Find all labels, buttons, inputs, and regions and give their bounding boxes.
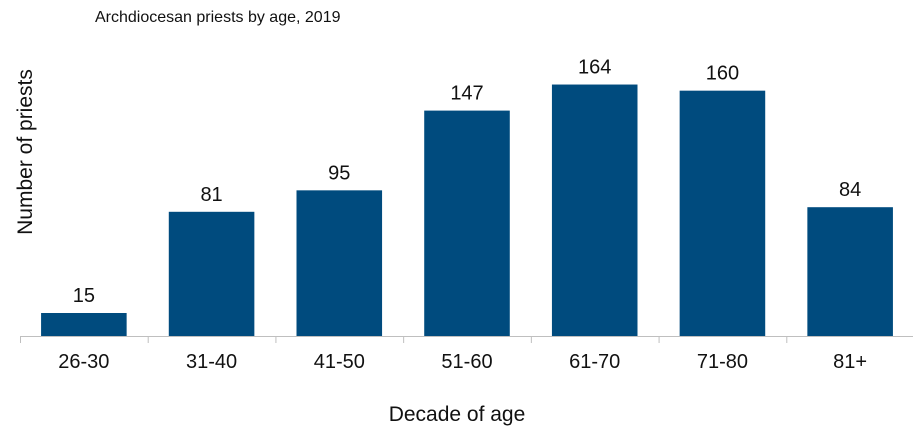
x-tick-label: 26-30 xyxy=(58,351,109,373)
x-tick-label: 41-50 xyxy=(314,351,365,373)
chart-title: Archdiocesan priests by age, 2019 xyxy=(95,9,341,26)
bars-group xyxy=(41,84,893,337)
data-labels-group: 15 81 95 147 164 160 84 xyxy=(73,57,862,307)
bar-41-50 xyxy=(296,190,383,336)
data-label: 147 xyxy=(450,83,483,105)
data-label: 160 xyxy=(706,63,739,85)
x-tick-label: 31-40 xyxy=(186,351,237,373)
data-label: 164 xyxy=(578,57,611,79)
data-label: 95 xyxy=(328,162,350,184)
x-tick-label: 71-80 xyxy=(697,351,748,373)
x-tick-label: 81+ xyxy=(833,351,867,373)
x-tick-label: 51-60 xyxy=(441,351,492,373)
x-axis-ticks xyxy=(20,336,788,343)
data-label: 84 xyxy=(839,179,861,201)
y-axis-label: Number of priests xyxy=(14,69,37,235)
x-axis-tick-labels: 26-30 31-40 41-50 51-60 61-70 71-80 81+ xyxy=(58,351,867,373)
data-label: 15 xyxy=(73,285,95,307)
data-label: 81 xyxy=(200,184,222,206)
bar-71-80 xyxy=(679,90,766,337)
x-axis-label: Decade of age xyxy=(389,403,526,426)
bar-51-60 xyxy=(424,110,510,336)
bar-26-30 xyxy=(41,313,127,336)
bar-81-plus xyxy=(807,207,893,336)
bar-61-70 xyxy=(551,84,638,337)
x-tick-label: 61-70 xyxy=(569,351,620,373)
bar-31-40 xyxy=(168,211,255,336)
